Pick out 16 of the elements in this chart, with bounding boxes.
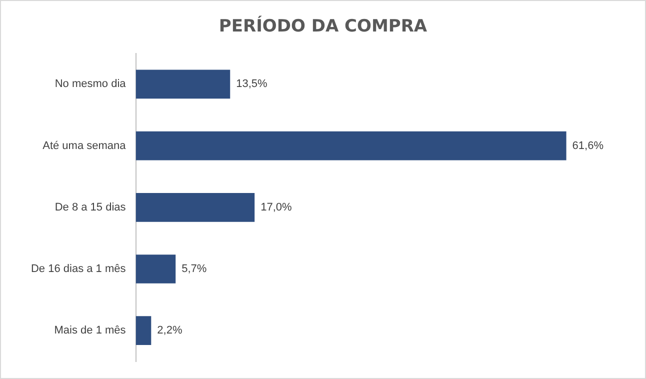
bar bbox=[136, 254, 176, 284]
y-tick-label: De 8 a 15 dias bbox=[54, 201, 126, 214]
data-label: 2,2% bbox=[157, 324, 182, 337]
y-tick-label: No mesmo dia bbox=[54, 78, 127, 90]
y-tick-label: Até uma semana bbox=[42, 140, 127, 152]
bar bbox=[136, 192, 255, 222]
bar bbox=[136, 316, 152, 346]
bar bbox=[136, 70, 230, 99]
data-label: 5,7% bbox=[182, 263, 207, 276]
bar bbox=[136, 131, 566, 160]
y-tick-label: Mais de 1 mês bbox=[54, 324, 126, 337]
data-label: 61,6% bbox=[572, 140, 604, 152]
data-label: 17,0% bbox=[260, 201, 292, 214]
chart-title: PERÍODO DA COMPRA bbox=[218, 16, 428, 37]
y-tick-label: De 16 dias a 1 mês bbox=[30, 263, 126, 276]
data-label: 13,5% bbox=[236, 78, 268, 90]
